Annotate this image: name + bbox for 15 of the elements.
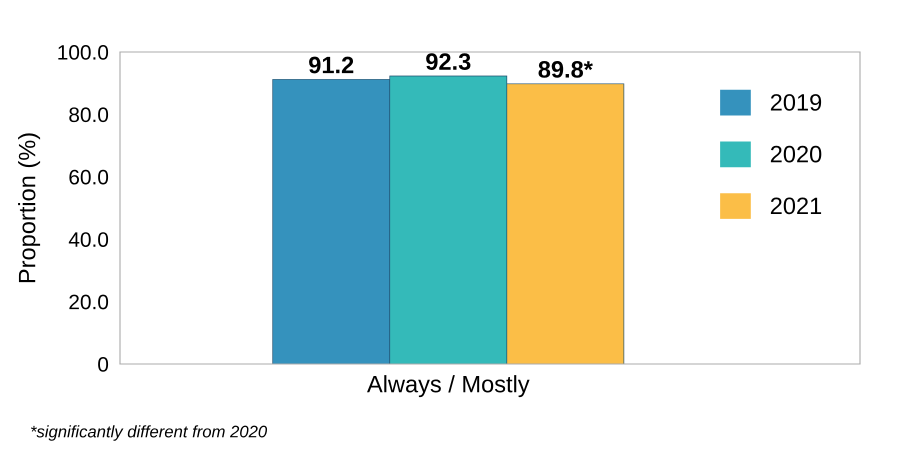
- legend-label: 2021: [770, 197, 822, 214]
- data-label: 91.2: [309, 56, 354, 74]
- data-label: 92.3: [426, 53, 470, 70]
- data-label: 89.8*: [538, 61, 593, 78]
- x-tick-label: Always / Mostly: [367, 375, 530, 398]
- y-tick-label: 100.0: [58, 45, 108, 60]
- legend-label: 2019: [770, 94, 822, 111]
- y-tick-label: 20.0: [69, 294, 108, 310]
- y-tick-label: 40.0: [68, 232, 108, 247]
- legend-label: 2020: [770, 146, 822, 162]
- y-tick-label: 60.0: [69, 170, 108, 185]
- y-axis-title: Proportion (%): [18, 133, 40, 282]
- text: *significantly different from 2020: [30, 425, 268, 441]
- y-tick-label: 80.0: [69, 107, 108, 122]
- y-tick-label: 0: [98, 357, 108, 372]
